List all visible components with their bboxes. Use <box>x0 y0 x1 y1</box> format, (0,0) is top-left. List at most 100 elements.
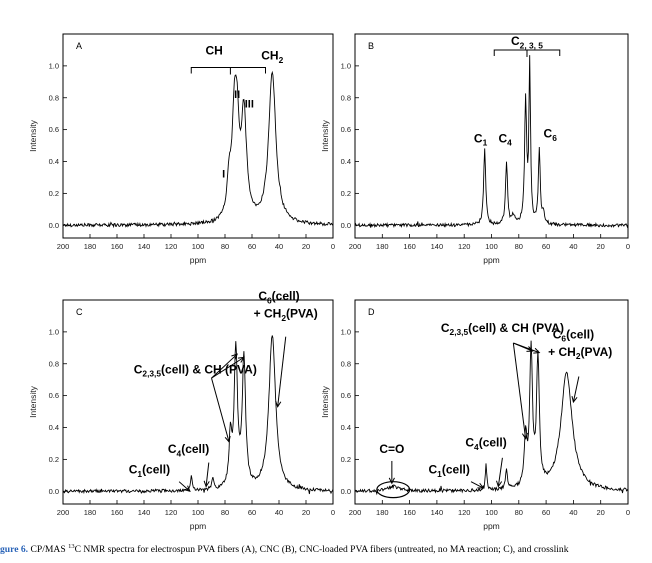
y-tick-label: 0.4 <box>49 423 59 432</box>
peak-annotation: C4(cell) <box>465 436 506 452</box>
peak-annotation: CH <box>206 44 223 58</box>
peak-annotation: III <box>245 98 254 110</box>
peak-annotation: C2, 3, 5 <box>511 34 543 50</box>
x-tick-label: 120 <box>165 242 178 251</box>
nmr-figure: 200 180 160 140 120 100 80 60 40 20 00.00.20.40.60… <box>28 33 630 531</box>
arrow-head <box>526 346 534 352</box>
peak-annotation: C6 <box>544 127 558 143</box>
x-tick-label: 160 <box>111 508 124 517</box>
arrow-head <box>477 482 485 489</box>
x-tick-label: 40 <box>275 242 283 251</box>
x-tick-label: 20 <box>597 508 605 517</box>
x-tick-label: 80 <box>515 242 523 251</box>
annotation-arrow <box>277 336 287 407</box>
panel-b: 200 180 160 140 120 100 80 60 40 20 00.00.20.40.60… <box>320 33 630 265</box>
arrow-head <box>183 485 191 493</box>
x-axis-label: ppm <box>190 255 207 265</box>
x-tick-label: 20 <box>597 242 605 251</box>
y-tick-label: 0.6 <box>49 391 59 400</box>
plot-frame-a <box>62 33 334 239</box>
x-tick-label: 180 <box>376 508 389 517</box>
y-tick-label: 0.6 <box>341 391 351 400</box>
arrow-head <box>521 432 528 440</box>
x-tick-label: 20 <box>302 508 310 517</box>
plot-frame-b <box>354 33 629 239</box>
annotation-arrow <box>211 353 238 379</box>
peak-annotation: C4(cell) <box>168 442 209 458</box>
spectrum-line-d <box>354 340 629 496</box>
plot-frame-c <box>62 299 334 505</box>
annotation-arrow <box>211 377 230 442</box>
arrow-head <box>237 356 245 363</box>
x-axis-label: ppm <box>483 521 500 531</box>
x-tick-label: 140 <box>431 242 444 251</box>
x-tick-label: 20 <box>302 242 310 251</box>
y-tick-label: 1.0 <box>49 327 59 336</box>
annotation-arrow <box>512 342 527 439</box>
x-tick-label: 140 <box>138 242 151 251</box>
peak-annotation: + CH2(PVA) <box>254 307 318 323</box>
y-tick-label: 0.2 <box>49 455 59 464</box>
y-tick-label: 0.2 <box>341 455 351 464</box>
arrow-head <box>231 353 238 360</box>
x-tick-label: 140 <box>138 508 151 517</box>
arrow-head <box>275 400 282 408</box>
y-tick-label: 0.6 <box>49 125 59 134</box>
peak-annotation: I <box>222 168 225 180</box>
panel-a: 200 180 160 140 120 100 80 60 40 20 00.00.20.40.60… <box>28 33 335 265</box>
peak-annotation: + CH2(PVA) <box>548 345 612 361</box>
x-tick-label: 200 <box>349 508 362 517</box>
peak-annotation: C2,3,5(cell) & CH (PVA) <box>441 321 564 337</box>
annotation-arrow <box>497 457 503 487</box>
arrow-head <box>571 396 578 404</box>
annotation-arrow <box>572 376 580 403</box>
highlight-ellipse <box>376 481 411 499</box>
peak-annotation: CH2 <box>261 49 283 65</box>
y-tick-label: 0.8 <box>49 93 59 102</box>
peak-annotation: II <box>234 89 240 101</box>
x-tick-label: 60 <box>542 242 550 251</box>
y-tick-label: 0.0 <box>49 487 59 496</box>
caption-text-after: C NMR spectra for electrospun PVA fibers… <box>74 544 569 556</box>
x-tick-label: 120 <box>165 508 178 517</box>
x-tick-label: 120 <box>458 242 471 251</box>
x-tick-label: 0 <box>331 508 335 517</box>
figure-caption: gure 6. CP/MAS 13C NMR spectra for elect… <box>0 541 652 563</box>
y-tick-label: 1.0 <box>49 61 59 70</box>
y-axis-label: Intensity <box>320 119 330 151</box>
y-tick-label: 0.8 <box>341 93 351 102</box>
y-tick-label: 0.6 <box>341 125 351 134</box>
spectrum-line-a <box>62 70 334 229</box>
peak-annotation: C6(cell) <box>553 327 594 343</box>
x-tick-label: 140 <box>431 508 444 517</box>
y-tick-label: 0.4 <box>341 157 351 166</box>
y-tick-label: 0.4 <box>341 423 351 432</box>
x-axis-label: ppm <box>190 521 207 531</box>
arrow-head <box>203 480 210 488</box>
spectrum-line-c <box>62 335 334 495</box>
x-tick-label: 40 <box>569 242 577 251</box>
panel-d: 200 180 160 140 120 100 80 60 40 20 00.00.20.40.60… <box>320 299 630 531</box>
x-tick-label: 0 <box>626 242 630 251</box>
caption-text-before: CP/MAS <box>28 544 69 556</box>
bracket <box>190 66 266 75</box>
y-tick-label: 0.4 <box>49 157 59 166</box>
y-tick-label: 0.0 <box>49 221 59 230</box>
y-tick-label: 1.0 <box>341 327 351 336</box>
annotation-arrow <box>470 481 484 489</box>
peak-annotation: C4 <box>498 131 512 147</box>
y-tick-label: 0.2 <box>49 189 59 198</box>
y-axis-label: Intensity <box>28 385 38 417</box>
y-tick-label: 1.0 <box>341 61 351 70</box>
x-tick-label: 180 <box>84 242 97 251</box>
y-axis-label: Intensity <box>320 385 330 417</box>
caption-label: gure 6. <box>0 544 29 556</box>
x-tick-label: 40 <box>275 508 283 517</box>
x-tick-label: 100 <box>485 508 498 517</box>
arrow-head <box>533 347 541 354</box>
x-tick-label: 0 <box>626 508 630 517</box>
x-tick-label: 40 <box>569 508 577 517</box>
annotation-arrow <box>178 481 191 492</box>
x-tick-label: 80 <box>221 242 229 251</box>
x-tick-label: 200 <box>57 508 70 517</box>
